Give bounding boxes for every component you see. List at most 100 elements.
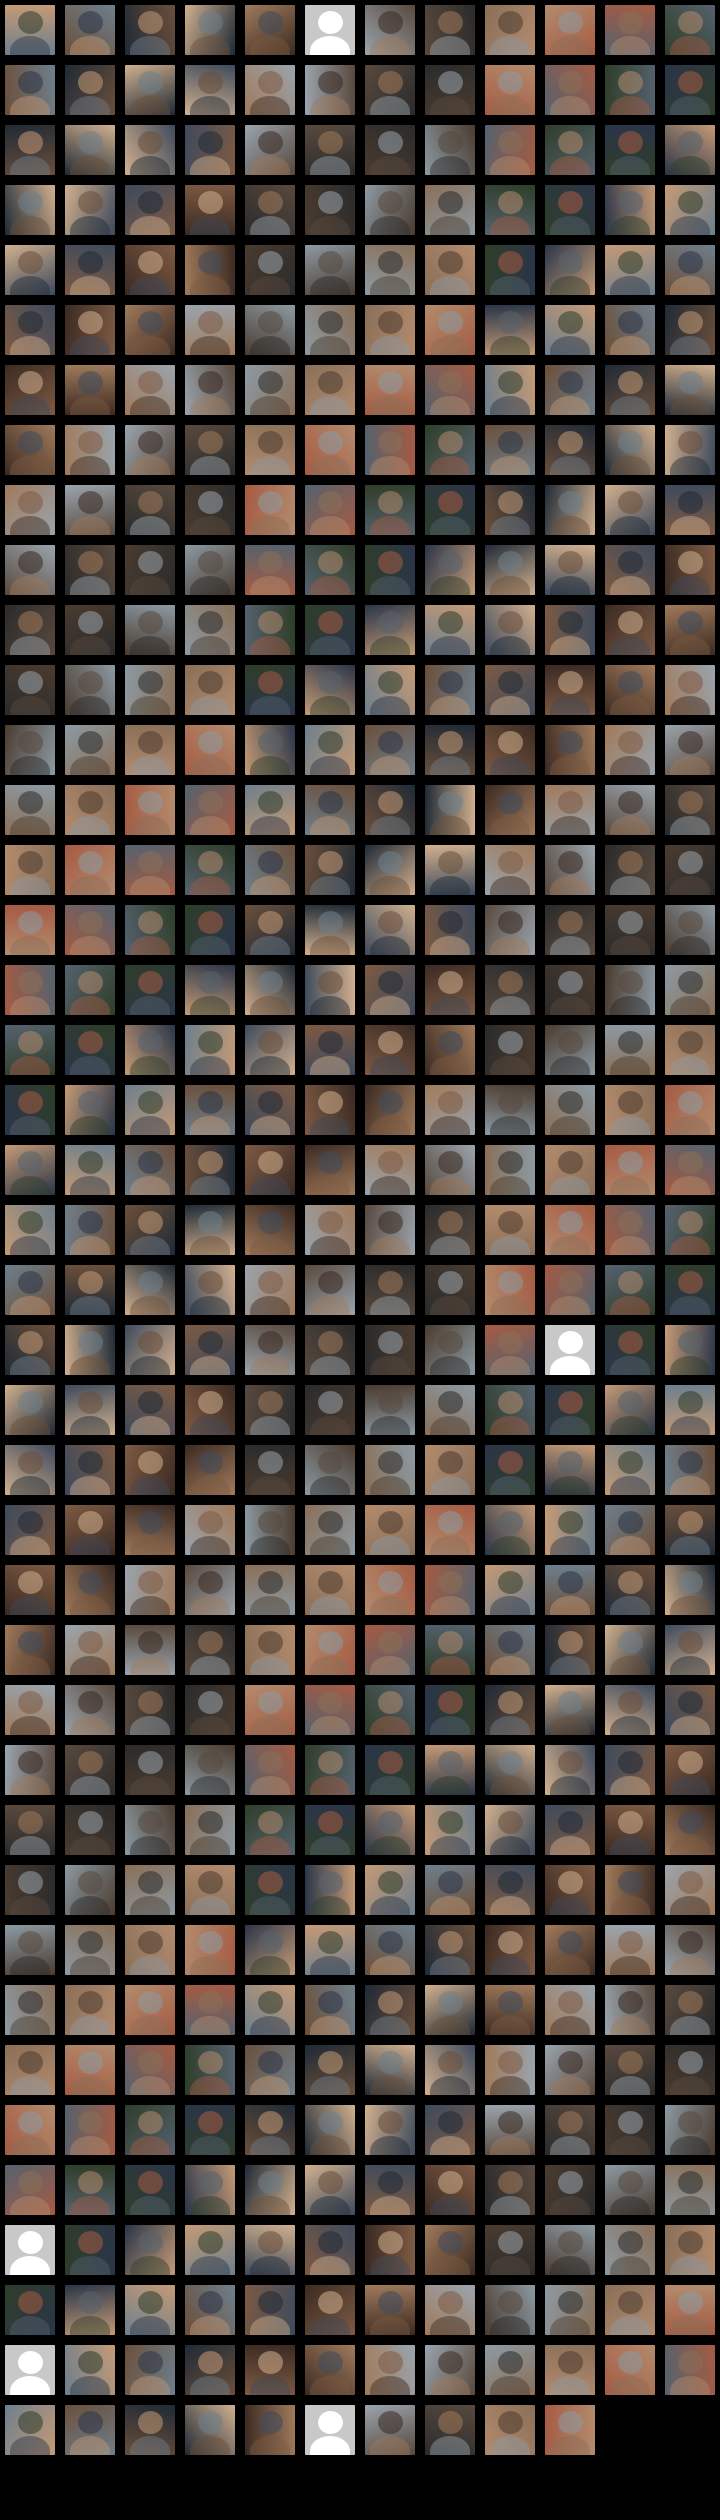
avatar[interactable] (125, 1085, 175, 1135)
avatar[interactable] (605, 2105, 655, 2155)
avatar[interactable] (245, 785, 295, 835)
avatar[interactable] (245, 1145, 295, 1195)
avatar[interactable] (365, 905, 415, 955)
avatar[interactable] (5, 485, 55, 535)
avatar[interactable] (425, 1385, 475, 1435)
avatar[interactable] (425, 1805, 475, 1855)
avatar[interactable] (65, 1265, 115, 1315)
avatar[interactable] (485, 1865, 535, 1915)
avatar[interactable] (185, 1925, 235, 1975)
avatar[interactable] (605, 365, 655, 415)
avatar[interactable] (545, 365, 595, 415)
avatar[interactable] (545, 1505, 595, 1555)
avatar[interactable] (425, 1745, 475, 1795)
avatar[interactable] (545, 605, 595, 655)
avatar[interactable] (125, 545, 175, 595)
avatar[interactable] (185, 125, 235, 175)
avatar[interactable] (365, 365, 415, 415)
avatar[interactable] (305, 1325, 355, 1375)
avatar[interactable] (545, 1925, 595, 1975)
avatar[interactable] (425, 2345, 475, 2395)
avatar[interactable] (605, 1985, 655, 2035)
avatar[interactable] (605, 125, 655, 175)
avatar[interactable] (125, 2045, 175, 2095)
avatar[interactable] (605, 1085, 655, 1135)
avatar[interactable] (365, 1145, 415, 1195)
avatar[interactable] (425, 665, 475, 715)
avatar[interactable] (485, 1145, 535, 1195)
avatar[interactable] (425, 305, 475, 355)
avatar[interactable] (425, 725, 475, 775)
avatar[interactable] (185, 605, 235, 655)
avatar[interactable] (485, 1745, 535, 1795)
avatar[interactable] (665, 185, 715, 235)
avatar[interactable] (485, 365, 535, 415)
avatar[interactable] (665, 605, 715, 655)
avatar[interactable] (605, 1925, 655, 1975)
avatar[interactable] (485, 1985, 535, 2035)
avatar[interactable] (485, 425, 535, 475)
avatar[interactable] (365, 1685, 415, 1735)
avatar[interactable] (125, 365, 175, 415)
avatar[interactable] (125, 1325, 175, 1375)
avatar[interactable] (245, 1025, 295, 1075)
avatar[interactable] (65, 1685, 115, 1735)
avatar[interactable] (485, 1925, 535, 1975)
avatar[interactable] (185, 1625, 235, 1675)
avatar[interactable] (305, 2165, 355, 2215)
avatar[interactable] (605, 2045, 655, 2095)
avatar[interactable] (545, 965, 595, 1015)
avatar[interactable] (125, 1565, 175, 1615)
avatar[interactable] (65, 1925, 115, 1975)
avatar[interactable] (485, 305, 535, 355)
avatar[interactable] (305, 1685, 355, 1735)
avatar[interactable] (245, 1985, 295, 2035)
avatar[interactable] (365, 2225, 415, 2275)
avatar[interactable] (545, 1265, 595, 1315)
avatar[interactable] (545, 1745, 595, 1795)
avatar[interactable] (665, 2345, 715, 2395)
avatar[interactable] (545, 1025, 595, 1075)
avatar[interactable] (365, 2285, 415, 2335)
avatar[interactable] (245, 485, 295, 535)
avatar[interactable] (5, 785, 55, 835)
avatar[interactable] (605, 1025, 655, 1075)
avatar[interactable] (245, 665, 295, 715)
avatar[interactable] (305, 845, 355, 895)
avatar[interactable] (545, 65, 595, 115)
avatar[interactable] (245, 1565, 295, 1615)
avatar[interactable] (305, 965, 355, 1015)
avatar[interactable] (5, 1505, 55, 1555)
avatar[interactable] (5, 725, 55, 775)
avatar[interactable] (245, 1205, 295, 1255)
avatar[interactable] (5, 2285, 55, 2335)
avatar-placeholder[interactable] (5, 2225, 55, 2275)
avatar[interactable] (365, 1385, 415, 1435)
avatar[interactable] (365, 65, 415, 115)
avatar[interactable] (245, 1265, 295, 1315)
avatar[interactable] (545, 2285, 595, 2335)
avatar[interactable] (185, 1445, 235, 1495)
avatar[interactable] (125, 185, 175, 235)
avatar[interactable] (185, 425, 235, 475)
avatar[interactable] (665, 665, 715, 715)
avatar[interactable] (545, 1445, 595, 1495)
avatar[interactable] (605, 2285, 655, 2335)
avatar[interactable] (245, 365, 295, 415)
avatar[interactable] (605, 5, 655, 55)
avatar[interactable] (305, 1445, 355, 1495)
avatar[interactable] (365, 1505, 415, 1555)
avatar[interactable] (65, 1205, 115, 1255)
avatar[interactable] (65, 365, 115, 415)
avatar[interactable] (305, 1745, 355, 1795)
avatar[interactable] (245, 1865, 295, 1915)
avatar[interactable] (665, 365, 715, 415)
avatar[interactable] (425, 185, 475, 235)
avatar[interactable] (245, 2105, 295, 2155)
avatar[interactable] (425, 65, 475, 115)
avatar[interactable] (185, 1745, 235, 1795)
avatar[interactable] (65, 725, 115, 775)
avatar[interactable] (365, 1565, 415, 1615)
avatar[interactable] (665, 245, 715, 295)
avatar[interactable] (65, 1085, 115, 1135)
